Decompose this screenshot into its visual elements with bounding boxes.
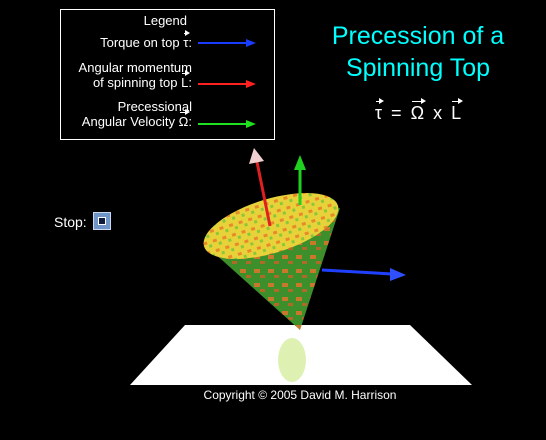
legend-arrow-head: [246, 120, 256, 128]
momentum-arrow: [255, 161, 272, 227]
title-line: Spinning Top: [345, 54, 491, 82]
reflection: [278, 338, 306, 382]
legend-item: Torque on top τ:: [100, 30, 192, 50]
formula-symbol: Ω: [410, 98, 427, 123]
omega-arrow-head: [294, 155, 306, 170]
legend-arrow-head: [246, 80, 256, 88]
legend-label: Precessional: [117, 99, 192, 114]
momentum-arrow-head: [249, 148, 264, 164]
legend-label: Angular Velocity: [81, 114, 176, 129]
suffix: :: [188, 75, 192, 90]
legend: Legend Torque on top τ: Angular momentum…: [60, 9, 275, 140]
stop-button[interactable]: [93, 212, 111, 230]
formula-symbol: L: [451, 98, 464, 123]
legend-label: Torque on top: [100, 35, 180, 50]
torque-arrow-head: [390, 268, 406, 281]
formula-symbol: τ: [374, 98, 385, 123]
cone-top: [203, 193, 339, 259]
suffix: :: [188, 114, 192, 129]
legend-title: Legend: [143, 13, 187, 28]
title: Precession of a Spinning Top: [300, 20, 536, 84]
title-line: Precession of a: [331, 22, 505, 50]
legend-label: Angular momentum: [78, 60, 192, 75]
legend-arrow-head: [246, 39, 256, 47]
legend-item: Angular momentum of spinning top L:: [79, 60, 192, 90]
stop-icon: [98, 217, 106, 225]
copyright: Copyright © 2005 David M. Harrison: [203, 388, 397, 402]
formula-op: =: [391, 103, 402, 123]
torque-arrow: [321, 268, 393, 276]
suffix: :: [188, 35, 192, 50]
symbol: Ω: [178, 109, 191, 129]
stop-label: Stop:: [54, 214, 87, 230]
legend-label: of spinning top: [92, 75, 178, 90]
symbol: L: [181, 70, 191, 90]
symbol: τ: [183, 30, 191, 50]
legend-item: Precessional Angular Velocity Ω:: [82, 99, 192, 129]
formula: τ = Ω x L: [300, 98, 536, 124]
formula-op: x: [433, 103, 443, 123]
